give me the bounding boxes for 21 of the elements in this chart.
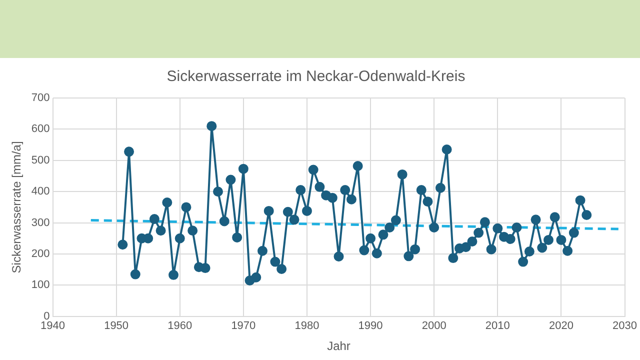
x-tick-label: 1940 xyxy=(40,320,65,332)
x-tick-label: 1990 xyxy=(358,320,383,332)
x-tick-label: 2000 xyxy=(422,320,446,332)
x-tick-label: 1950 xyxy=(104,320,129,332)
y-tick-label: 400 xyxy=(31,186,50,198)
x-tick-label: 2030 xyxy=(612,320,638,332)
y-tick-label: 300 xyxy=(31,216,50,229)
x-tick-label: 1970 xyxy=(231,320,256,332)
y-tick-label: 500 xyxy=(31,154,50,166)
chart-title: Sickerwasserrate im Neckar-Odenwald-Kreis xyxy=(166,68,466,86)
x-tick-label: 1980 xyxy=(294,320,320,332)
x-tick-label: 1960 xyxy=(168,320,192,332)
y-tick-label: 600 xyxy=(31,123,50,136)
x-tick-label: 2020 xyxy=(548,320,574,332)
y-tick-label: 700 xyxy=(31,92,50,104)
x-tick-label: 2010 xyxy=(485,320,510,332)
y-tick-label: 0 xyxy=(44,310,50,322)
y-tick-label: 100 xyxy=(31,279,50,292)
y-axis-title: Sickerwasserrate [mm/a] xyxy=(10,141,24,274)
y-tick-label: 200 xyxy=(31,248,50,260)
x-axis-title: Jahr xyxy=(327,339,350,354)
